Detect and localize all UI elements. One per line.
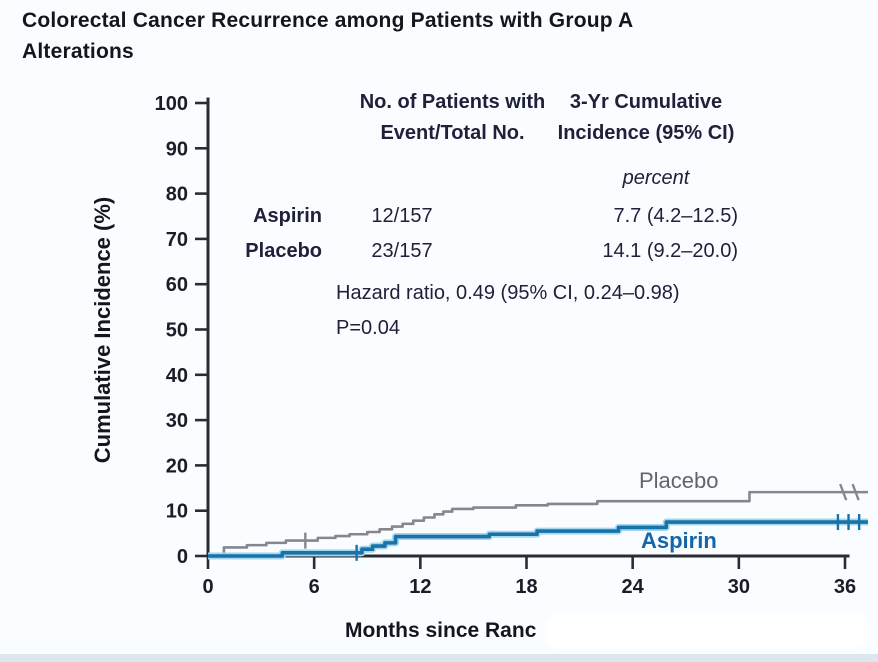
y-tick-label-20: 20	[166, 455, 188, 477]
placebo-censor-mark	[851, 483, 860, 501]
y-tick-label-90: 90	[166, 138, 188, 160]
y-axis-title: Cumulative Incidence (%)	[90, 196, 115, 464]
hazard-ratio-text: Hazard ratio, 0.49 (95% CI, 0.24–0.98)	[336, 282, 680, 304]
p-value-text: P=0.04	[336, 317, 400, 339]
x-tick-label-0: 0	[202, 576, 213, 598]
stats-row-placebo-events: 23/157	[371, 240, 433, 262]
stats-row-aspirin-incidence: 7.7 (4.2–12.5)	[613, 205, 738, 227]
figure-title-line2: Alterations	[22, 40, 134, 63]
stats-col2-header-line2: Incidence (95% CI)	[557, 122, 735, 144]
stats-col1-header-line1: No. of Patients with	[359, 91, 546, 113]
x-axis-title: Months since Ranc	[345, 619, 537, 642]
placebo-curve	[208, 490, 869, 558]
y-tick-label-30: 30	[166, 410, 188, 432]
placebo-censor-mark	[839, 483, 848, 501]
placebo-curve-label: Placebo	[639, 468, 719, 493]
stats-col2-header: 3-Yr Cumulative Incidence (95% CI)	[545, 87, 747, 149]
x-tick-label-12: 12	[409, 576, 431, 598]
stats-row-aspirin-events: 12/157	[371, 205, 433, 227]
figure-title: Colorectal Cancer Recurrence among Patie…	[22, 5, 842, 67]
stats-row-placebo-label: Placebo	[245, 240, 322, 262]
aspirin-curve	[208, 520, 869, 558]
y-tick-label-70: 70	[166, 229, 188, 251]
y-tick-label-40: 40	[166, 365, 188, 387]
bottom-edge-strip	[0, 654, 878, 662]
x-tick-label-30: 30	[728, 576, 750, 598]
erased-area-smudge	[545, 614, 870, 648]
y-tick-label-0: 0	[177, 546, 188, 568]
y-tick-label-50: 50	[166, 320, 188, 342]
stats-col1-header-line2: Event/Total No.	[380, 122, 525, 144]
x-tick-label-24: 24	[622, 576, 645, 598]
y-tick-label-80: 80	[166, 184, 188, 206]
x-tick-label-18: 18	[515, 576, 537, 598]
stats-col2-header-line1: 3-Yr Cumulative	[569, 91, 723, 113]
figure-title-line1: Colorectal Cancer Recurrence among Patie…	[22, 9, 634, 32]
y-tick-label-10: 10	[166, 501, 188, 523]
y-tick-label-60: 60	[166, 274, 188, 296]
stats-unit-label: percent	[622, 167, 690, 189]
aspirin-curve-label: Aspirin	[641, 528, 717, 553]
x-tick-label-6: 6	[309, 576, 320, 598]
stats-row-aspirin-label: Aspirin	[253, 205, 322, 227]
y-tick-label-100: 100	[155, 93, 188, 115]
stats-col1-header: No. of Patients with Event/Total No.	[330, 87, 575, 149]
stats-row-placebo-incidence: 14.1 (9.2–20.0)	[602, 240, 738, 262]
x-tick-label-36: 36	[834, 576, 856, 598]
aspirin-curve-halo	[208, 518, 869, 560]
